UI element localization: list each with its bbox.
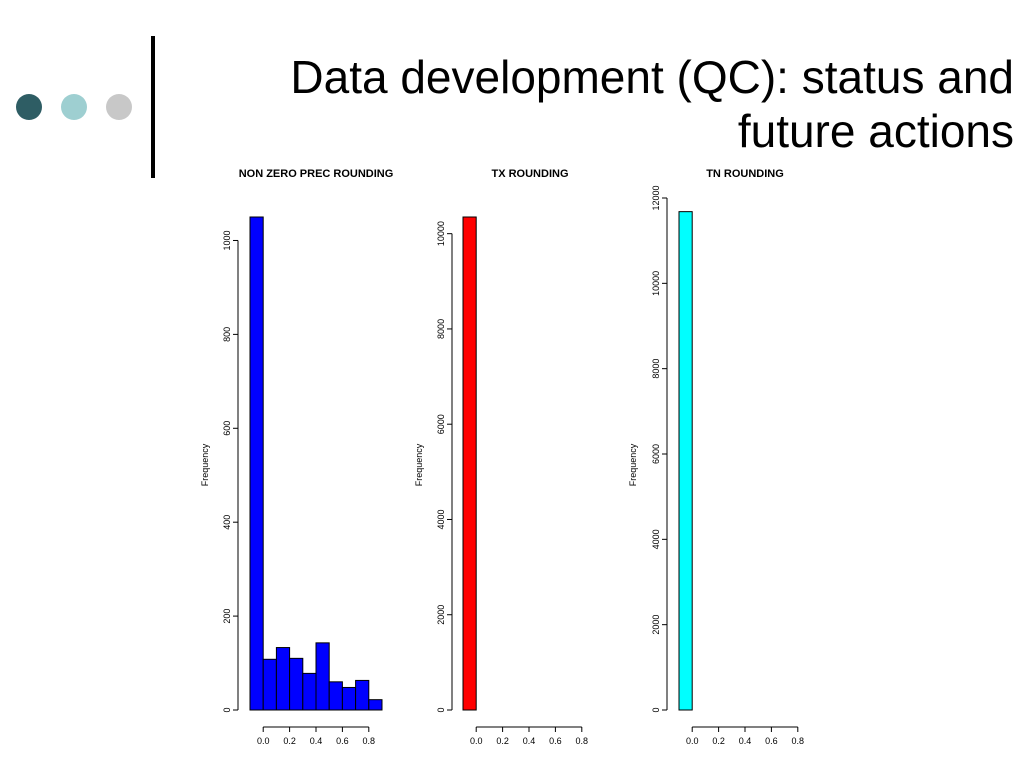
y-tick-label: 0: [222, 707, 232, 712]
x-tick-label: 0.4: [739, 736, 752, 746]
dot-teal-icon: [61, 94, 87, 120]
x-tick-label: 0.8: [363, 736, 376, 746]
x-tick-label: 0.2: [712, 736, 725, 746]
x-tick-label: 0.4: [523, 736, 536, 746]
x-tick-label: 0.8: [576, 736, 589, 746]
chart-title: NON ZERO PREC ROUNDING: [239, 168, 394, 180]
histogram-bar: [302, 672, 317, 711]
x-tick-label: 0.2: [496, 736, 509, 746]
x-tick-label: 0.0: [686, 736, 699, 746]
y-tick-label: 200: [222, 609, 232, 624]
histogram-bar: [289, 657, 304, 711]
x-tick-label: 0.6: [765, 736, 778, 746]
slide-title-line1: Data development (QC): status and: [290, 51, 1014, 103]
histogram-bar: [341, 686, 357, 711]
histogram-bar: [328, 681, 343, 711]
title-divider: [151, 36, 155, 178]
x-tick-label: 0.6: [336, 736, 349, 746]
y-tick-label: 6000: [651, 444, 661, 464]
y-axis-label: Frequency: [200, 443, 210, 486]
decorative-dots: [16, 94, 136, 120]
histogram-bar: [368, 699, 383, 711]
y-axis-label: Frequency: [628, 443, 638, 486]
x-tick-label: 0.0: [470, 736, 483, 746]
y-tick-label: 12000: [651, 185, 661, 210]
y-tick-label: 0: [436, 707, 446, 712]
x-tick-label: 0.6: [549, 736, 562, 746]
y-tick-label: 800: [222, 327, 232, 342]
histogram-bar: [462, 216, 477, 711]
chart-title: TX ROUNDING: [492, 168, 569, 180]
histogram-bar: [249, 216, 264, 711]
y-tick-label: 8000: [436, 319, 446, 339]
y-tick-label: 8000: [651, 359, 661, 379]
y-tick-label: 400: [222, 515, 232, 530]
y-tick-label: 2000: [651, 615, 661, 635]
y-tick-label: 4000: [651, 529, 661, 549]
y-tick-label: 1000: [222, 230, 232, 250]
y-tick-label: 2000: [436, 605, 446, 625]
y-tick-label: 6000: [436, 414, 446, 434]
histogram-bar: [355, 679, 370, 711]
slide-title-line2: future actions: [737, 105, 1014, 157]
y-tick-label: 600: [222, 421, 232, 436]
histogram-bar: [315, 642, 330, 711]
dot-gray-icon: [106, 94, 132, 120]
y-tick-label: 0: [651, 707, 661, 712]
y-tick-label: 10000: [436, 221, 446, 246]
y-tick-label: 10000: [651, 271, 661, 296]
x-tick-label: 0.0: [257, 736, 270, 746]
histogram-bar: [275, 647, 291, 711]
slide-title: Data development (QC): status and future…: [166, 50, 1014, 158]
x-tick-label: 0.4: [310, 736, 323, 746]
y-axis-label: Frequency: [414, 443, 424, 486]
x-tick-label: 0.8: [792, 736, 805, 746]
histogram-bar: [678, 211, 693, 711]
chart-title: TN ROUNDING: [706, 168, 784, 180]
dot-dark-icon: [16, 94, 42, 120]
x-tick-label: 0.2: [283, 736, 296, 746]
histogram-bar: [262, 658, 277, 711]
y-tick-label: 4000: [436, 509, 446, 529]
